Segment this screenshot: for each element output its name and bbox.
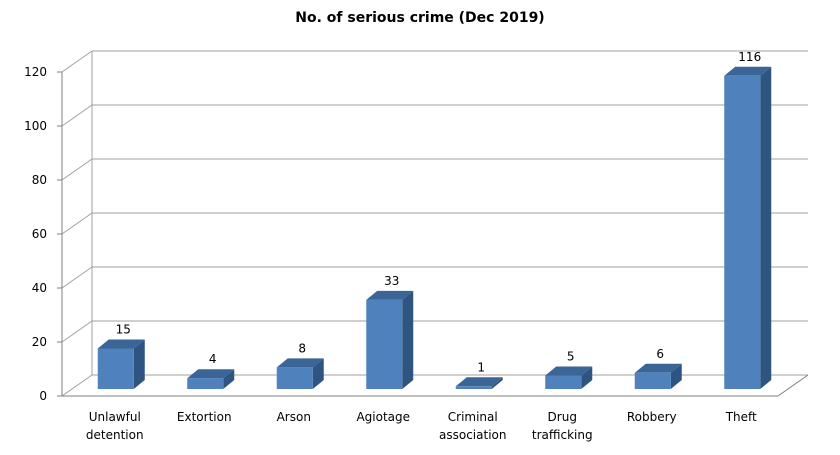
bar-side [312, 358, 324, 389]
bar-front [724, 75, 761, 390]
data-label: 5 [567, 350, 575, 364]
bar-top [634, 363, 682, 373]
x-tick-label: Unlawful detention [86, 410, 144, 442]
bar-top [187, 369, 235, 379]
x-tick-label: Extortion [177, 410, 232, 424]
axes [61, 72, 778, 397]
bar [724, 66, 772, 390]
grid-diagonal [61, 374, 93, 397]
bar-side [402, 290, 414, 389]
grid-diagonal [61, 158, 93, 181]
bar-front [366, 299, 403, 389]
x-tick-label: Arson [277, 410, 311, 424]
data-label: 8 [298, 341, 306, 355]
data-label: 116 [738, 50, 761, 64]
chart-title: No. of serious crime (Dec 2019) [295, 10, 544, 26]
bar-top [545, 366, 593, 376]
bar-top [455, 377, 503, 387]
grid-diagonal [61, 320, 93, 343]
y-tick-label: 20 [32, 335, 47, 349]
y-tick-label: 0 [39, 389, 47, 403]
bar-front [97, 348, 134, 389]
floor-edge [777, 374, 809, 397]
data-label: 1 [477, 360, 485, 374]
bar-side [670, 363, 682, 389]
bar-front [634, 372, 671, 389]
x-tick-label: Criminal association [439, 410, 506, 442]
x-tick-label: Theft [725, 410, 757, 424]
y-axis-ticks: 0 20 40 60 80 100 120 [24, 65, 62, 403]
grid-diagonal [61, 104, 93, 127]
y-tick-label: 40 [32, 281, 47, 295]
y-tick-label: 100 [24, 119, 47, 133]
bar-front [187, 378, 224, 389]
data-label: 15 [116, 323, 131, 337]
bar-side [491, 377, 503, 389]
bar-front [276, 367, 313, 389]
bar-top [97, 339, 145, 349]
data-label: 33 [384, 274, 399, 288]
bar-side [760, 66, 772, 390]
bars [97, 66, 772, 390]
bar [545, 366, 593, 389]
bar-side [133, 339, 145, 389]
x-tick-label: Agiotage [356, 410, 410, 424]
x-axis-labels: Unlawful detention Extortion Arson Agiotage C… [86, 410, 757, 442]
bar-front [545, 375, 582, 389]
data-label: 6 [656, 347, 664, 361]
bar [187, 369, 235, 389]
x-tick-label: Robbery [627, 410, 677, 424]
grid-lines [61, 50, 809, 397]
bar-top [724, 66, 772, 76]
grid-diagonal [61, 266, 93, 289]
y-tick-label: 120 [24, 65, 47, 79]
bar-side [581, 366, 593, 389]
bar [455, 377, 503, 389]
bar [366, 290, 414, 389]
grid-diagonal [61, 50, 93, 73]
bar [276, 358, 324, 389]
x-tick-label: Drug trafficking [532, 410, 593, 442]
bar-top [276, 358, 324, 368]
data-label: 4 [209, 352, 217, 366]
bar-front [455, 386, 492, 389]
y-tick-label: 60 [32, 227, 47, 241]
bar [634, 363, 682, 389]
bar [97, 339, 145, 389]
bar-side [223, 369, 235, 389]
bar-top [366, 290, 414, 300]
y-tick-label: 80 [32, 173, 47, 187]
grid-diagonal [61, 212, 93, 235]
